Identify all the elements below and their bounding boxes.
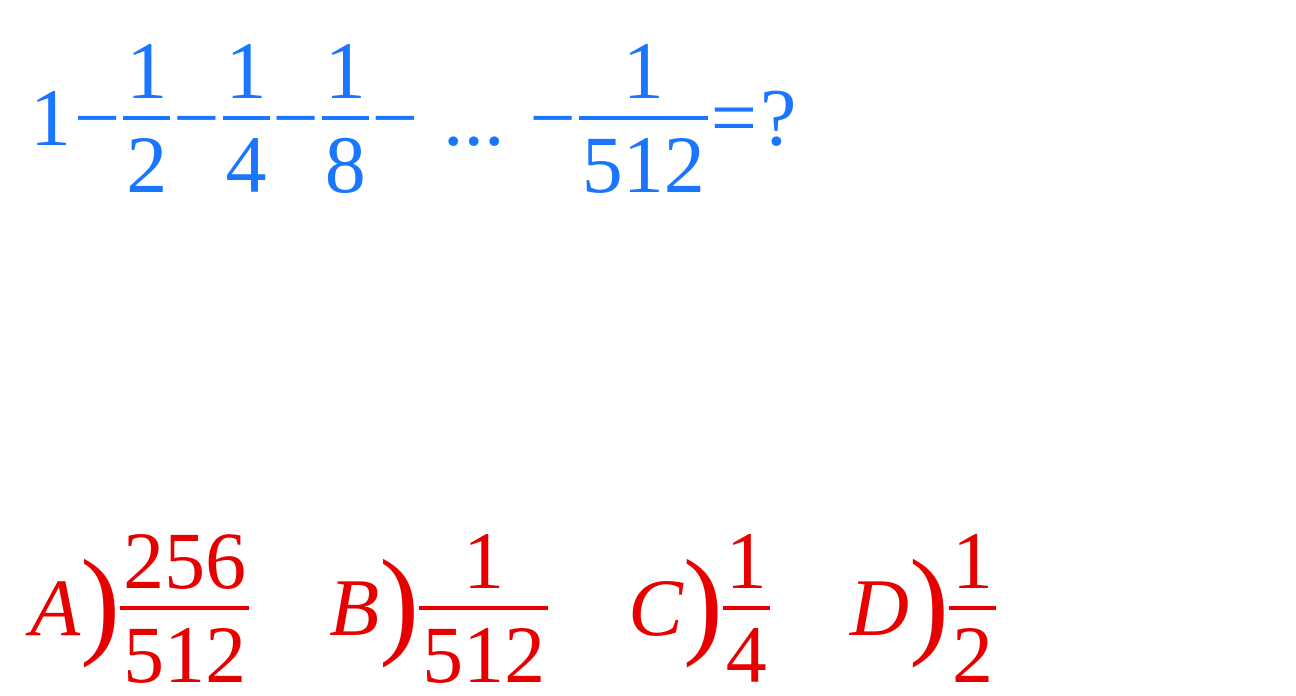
question-expression: 1 − 1 2 − 1 4 − 1 8 − ... − 1 512 = ?	[30, 30, 796, 206]
fraction-1-2: 1 2	[123, 30, 170, 206]
answer-options: A ) 256 512 B ) 1 512 C ) 1 4 D ) 1 2	[30, 520, 996, 696]
option-d-fraction: 1 2	[949, 520, 996, 696]
fraction-denominator: 4	[223, 124, 270, 206]
fraction-numerator: 256	[120, 520, 249, 602]
fraction-denominator: 2	[123, 124, 170, 206]
fraction-1-8: 1 8	[322, 30, 369, 206]
fraction-numerator: 1	[123, 30, 170, 112]
fraction-numerator: 1	[460, 520, 507, 602]
minus-sign: −	[170, 77, 222, 159]
fraction-denominator: 4	[723, 614, 770, 696]
option-label-c: C	[628, 567, 683, 649]
option-label-b: B	[329, 567, 379, 649]
option-label-a: A	[30, 567, 80, 649]
fraction-numerator: 1	[322, 30, 369, 112]
fraction-1-4: 1 4	[223, 30, 270, 206]
option-c-fraction: 1 4	[723, 520, 770, 696]
fraction-1-512: 1 512	[579, 30, 708, 206]
minus-sign: −	[527, 77, 579, 159]
equals-sign: =	[708, 77, 760, 159]
option-a-fraction: 256 512	[120, 520, 249, 696]
minus-sign: −	[71, 77, 123, 159]
question-mark: ?	[760, 77, 796, 159]
fraction-numerator: 1	[223, 30, 270, 112]
fraction-numerator: 1	[620, 30, 667, 112]
fraction-numerator: 1	[723, 520, 770, 602]
question-leading-one: 1	[30, 77, 71, 159]
minus-sign: −	[270, 77, 322, 159]
fraction-denominator: 512	[120, 614, 249, 696]
ellipsis: ...	[443, 77, 505, 159]
minus-sign: −	[369, 77, 421, 159]
fraction-denominator: 2	[949, 614, 996, 696]
option-b-fraction: 1 512	[419, 520, 548, 696]
option-label-d: D	[850, 567, 909, 649]
page: 1 − 1 2 − 1 4 − 1 8 − ... − 1 512 = ?	[0, 0, 1296, 696]
fraction-denominator: 512	[419, 614, 548, 696]
fraction-numerator: 1	[949, 520, 996, 602]
fraction-denominator: 512	[579, 124, 708, 206]
fraction-denominator: 8	[322, 124, 369, 206]
